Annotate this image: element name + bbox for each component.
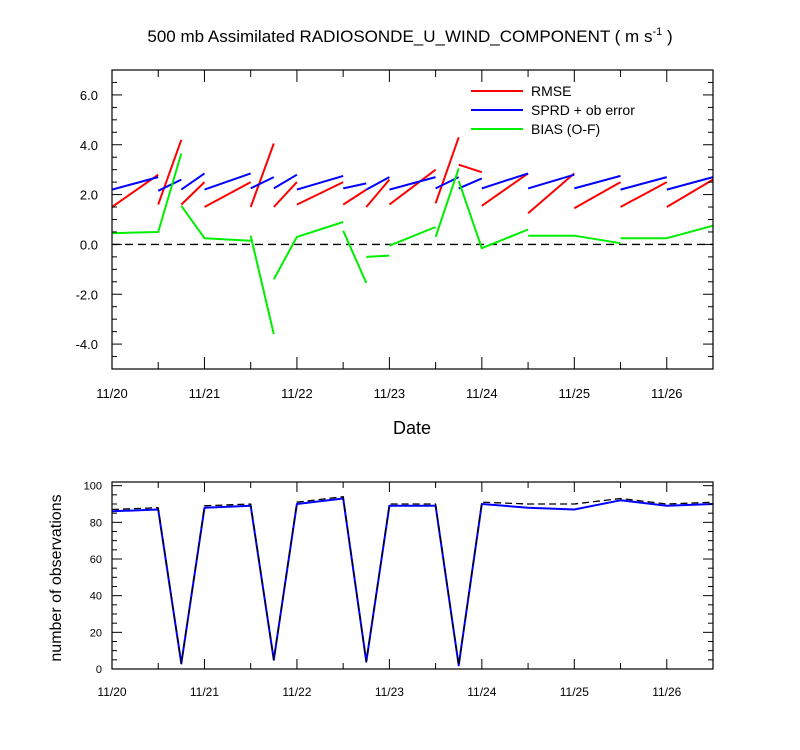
series-rmse-segment bbox=[157, 139, 183, 205]
series-sprd-ob-error-segment bbox=[342, 182, 367, 190]
top-x-tick-label: 11/25 bbox=[559, 386, 591, 401]
bottom-y-tick-label: 20 bbox=[90, 627, 102, 639]
series-bias-o-f-segment bbox=[620, 224, 714, 240]
bottom-y-tick-label: 40 bbox=[90, 591, 102, 603]
series-rmse-segment bbox=[481, 172, 529, 207]
series-bias-o-f-segment bbox=[342, 230, 368, 284]
series-rmse-segment bbox=[527, 172, 575, 215]
bottom-y-tick-label: 80 bbox=[90, 517, 102, 529]
series-sprd-ob-error-segment bbox=[157, 178, 182, 192]
legend: RMSE SPRD + ob error BIAS (O-F) bbox=[471, 83, 635, 137]
legend-label-bias-o-f: BIAS (O-F) bbox=[531, 121, 600, 137]
series-rmse-segment bbox=[180, 181, 206, 206]
bottom-y-tick-label: 100 bbox=[84, 481, 102, 493]
series-sprd-ob-error-segment bbox=[296, 174, 344, 191]
series-rmse-segment bbox=[458, 163, 483, 174]
top-panel: -4.0 -2.0 0.0 2.0 4.0 6.0 11/20 11/21 11/22 11/23… bbox=[76, 69, 714, 438]
series-sprd-ob-error-segment bbox=[389, 176, 436, 191]
top-y-tick-label: -4.0 bbox=[76, 337, 98, 352]
series-bias-o-f-segment bbox=[457, 180, 529, 250]
top-x-tick-label: 11/20 bbox=[96, 386, 128, 401]
series-sprd-ob-error-segment bbox=[365, 176, 390, 191]
top-x-tick-label: 11/24 bbox=[466, 386, 498, 401]
series-rmse-segment bbox=[434, 136, 460, 204]
series-rmse-segment bbox=[342, 188, 367, 206]
legend-label-rmse: RMSE bbox=[531, 83, 571, 99]
bottom-x-tick-label: 11/23 bbox=[375, 685, 404, 699]
series-sprd-ob-error-segment bbox=[574, 174, 621, 190]
series-sprd-ob-error-segment bbox=[481, 172, 529, 190]
series-bias-o-f-segment bbox=[366, 254, 390, 258]
series-rmse-segment bbox=[273, 181, 298, 208]
series-rmse-segment bbox=[365, 178, 391, 208]
series-rmse-segment bbox=[249, 143, 275, 208]
bottom-y-tick-label: 0 bbox=[96, 664, 102, 676]
series-sprd-ob-error-segment bbox=[273, 173, 298, 190]
series-rmse-segment bbox=[666, 178, 714, 208]
series-sprd-ob-error-segment bbox=[180, 172, 206, 191]
bottom-x-tick-label: 11/22 bbox=[282, 685, 311, 699]
series-bias-o-f-segment bbox=[249, 235, 275, 335]
bottom-y-tick-label: 60 bbox=[90, 554, 102, 566]
series-bias-o-f-segment bbox=[434, 168, 460, 238]
series-sprd-ob-error-segment bbox=[527, 173, 575, 190]
series-bias-o-f-segment bbox=[111, 153, 183, 235]
bottom-panel: 0 20 40 60 80 100 11/20 11/21 11/22 11/23 11/24 11/… bbox=[48, 481, 714, 699]
top-y-tick-label: 2.0 bbox=[80, 188, 98, 203]
series-sprd-ob-error-segment bbox=[250, 176, 275, 190]
series-rmse-segment bbox=[388, 168, 437, 206]
chart-title: 500 mb Assimilated RADIOSONDE_U_WIND_COM… bbox=[147, 26, 672, 46]
series-sprd-ob-error-segment bbox=[666, 176, 714, 191]
series-sprd-ob-error-segment bbox=[204, 172, 252, 191]
top-x-tick-label: 11/26 bbox=[651, 386, 683, 401]
top-y-tick-label: 0.0 bbox=[80, 237, 98, 252]
legend-label-sprd-ob-error: SPRD + ob error bbox=[531, 102, 635, 118]
bottom-plot-frame bbox=[111, 481, 714, 670]
top-y-tick-label: 4.0 bbox=[80, 138, 98, 153]
series-rmse-segment bbox=[620, 181, 668, 208]
series-bias-o-f-segment bbox=[528, 234, 621, 245]
top-y-tick-label: 6.0 bbox=[80, 88, 98, 103]
bottom-x-tick-label: 11/25 bbox=[560, 685, 589, 699]
bottom-y-axis-label: number of observations bbox=[48, 494, 65, 661]
top-x-axis-label: Date bbox=[393, 418, 431, 438]
series-sprd-ob-error-segment bbox=[111, 176, 159, 191]
bottom-x-tick-label: 11/26 bbox=[652, 685, 681, 699]
top-x-tick-label: 11/23 bbox=[374, 386, 406, 401]
bottom-x-tick-label: 11/20 bbox=[97, 685, 126, 699]
series-bias-o-f-segment bbox=[180, 205, 251, 242]
series-bias-o-f-segment bbox=[272, 221, 344, 280]
series-rmse-segment bbox=[204, 181, 252, 208]
top-x-tick-label: 11/22 bbox=[281, 386, 313, 401]
bottom-x-tick-label: 11/21 bbox=[190, 685, 219, 699]
series-rmse-segment bbox=[573, 181, 621, 210]
series-sprd-ob-error-segment bbox=[458, 177, 483, 190]
top-x-tick-label: 11/21 bbox=[189, 386, 221, 401]
observations-total-line bbox=[111, 496, 714, 666]
series-bias-o-f-segment bbox=[389, 226, 436, 247]
bottom-x-tick-label: 11/24 bbox=[467, 685, 496, 699]
series-sprd-ob-error-segment bbox=[620, 176, 668, 191]
top-y-tick-label: -2.0 bbox=[76, 287, 98, 302]
series-rmse-segment bbox=[296, 181, 344, 206]
